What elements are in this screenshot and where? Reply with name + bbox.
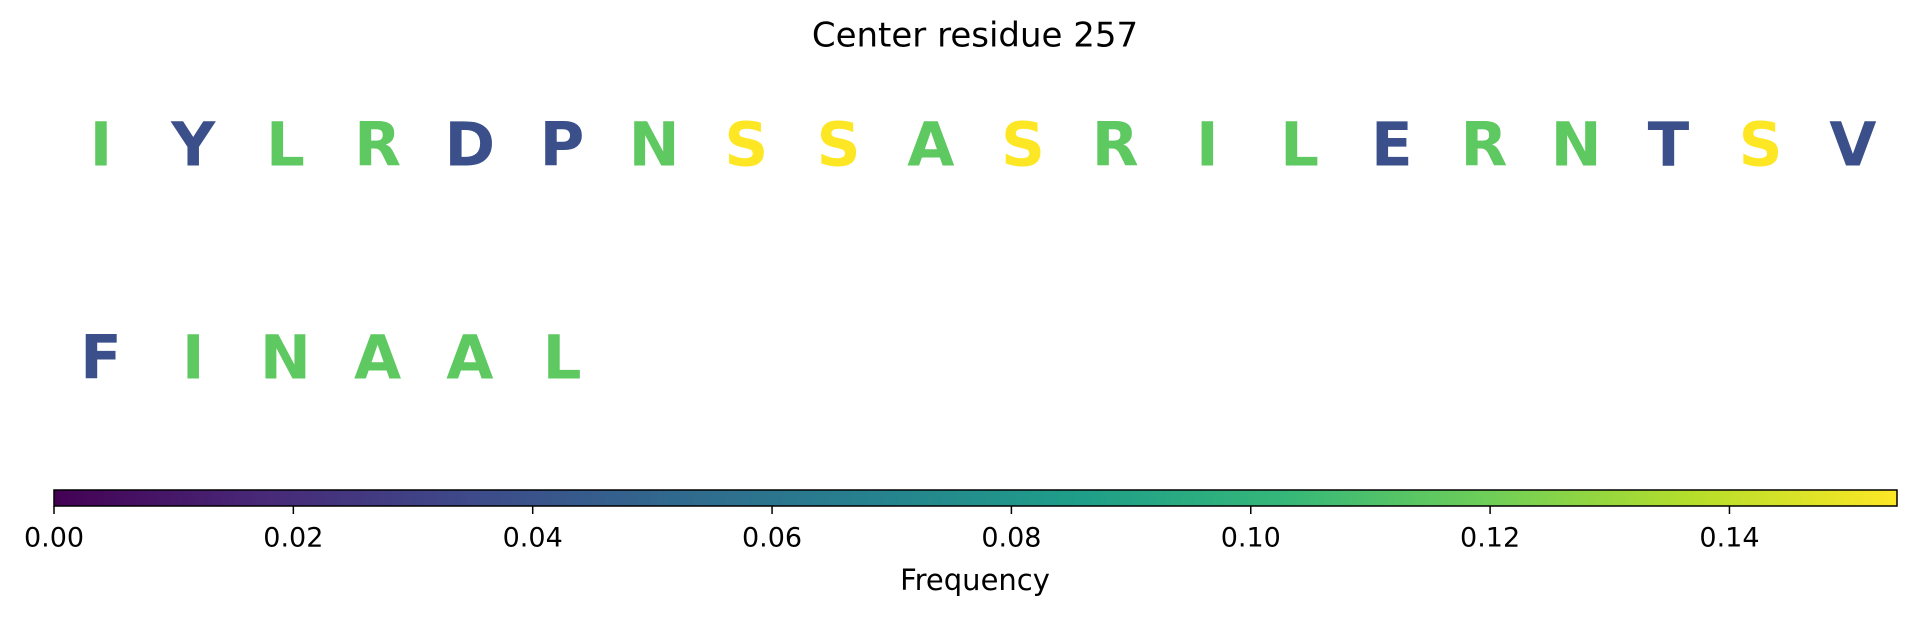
x-tick-label: 0.12	[1460, 523, 1520, 554]
residue-letter: N	[629, 110, 680, 181]
residue-letter: I	[90, 110, 113, 181]
residue-letter: V	[1829, 110, 1876, 181]
x-tick-label: 0.04	[503, 523, 563, 554]
residue-letter: I	[1196, 110, 1219, 181]
residue-letter: N	[1551, 110, 1602, 181]
x-axis-label: Frequency	[900, 563, 1050, 597]
residue-letter: P	[540, 110, 585, 181]
residue-letter: T	[1648, 110, 1690, 181]
x-tick-label: 0.14	[1699, 523, 1759, 554]
residue-letter: E	[1371, 110, 1413, 181]
x-tick-label: 0.06	[742, 523, 802, 554]
x-tick-label: 0.08	[981, 523, 1041, 554]
residue-letter: A	[354, 323, 401, 394]
residue-letter: D	[444, 110, 495, 181]
residue-letter: S	[1739, 110, 1783, 181]
residue-letter: I	[182, 323, 205, 394]
residue-letter: S	[1001, 110, 1045, 181]
residue-letter: A	[907, 110, 954, 181]
residue-letter: R	[1461, 110, 1508, 181]
x-tick-label: 0.00	[24, 523, 84, 554]
residue-letter: L	[1280, 110, 1319, 181]
residue-letter: S	[817, 110, 861, 181]
residue-letter: A	[446, 323, 493, 394]
residue-letter: S	[724, 110, 768, 181]
x-tick-label: 0.10	[1221, 523, 1281, 554]
residue-letter: R	[354, 110, 401, 181]
residue-letter: F	[80, 323, 122, 394]
residue-letter: L	[266, 110, 305, 181]
residue-letter: R	[1092, 110, 1139, 181]
residue-letter: Y	[170, 110, 216, 181]
x-tick-label: 0.02	[263, 523, 323, 554]
colorbar	[53, 489, 1898, 507]
chart-title: Center residue 257	[812, 16, 1138, 56]
residue-letter: L	[543, 323, 582, 394]
residue-letter: N	[260, 323, 311, 394]
